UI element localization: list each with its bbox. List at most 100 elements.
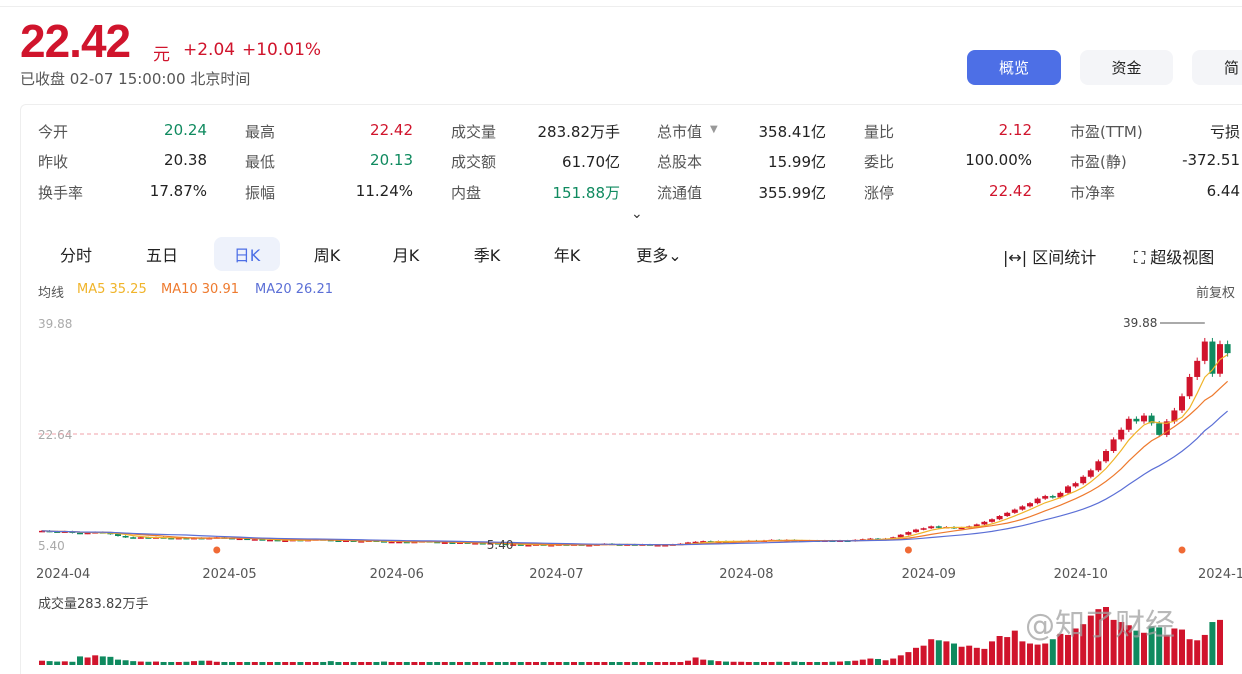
volume-bar <box>890 658 897 665</box>
period-tab[interactable]: 年K <box>553 246 581 265</box>
volume-bar <box>913 647 919 665</box>
candle <box>1186 376 1193 397</box>
period-tab[interactable]: 分时 <box>59 246 92 265</box>
ma10-line <box>41 380 1229 546</box>
volume-bar <box>1027 643 1033 665</box>
volume-bar <box>1163 634 1170 665</box>
super-view-button[interactable]: ⛶ 超级视图 <box>1134 244 1214 268</box>
expand-chevron-icon[interactable]: ⌄ <box>631 206 643 222</box>
volume-bar <box>738 661 745 665</box>
volume-bar <box>92 655 99 665</box>
volume-bar <box>875 658 881 665</box>
candle <box>175 537 182 540</box>
stat-value: 22.42 <box>370 121 413 139</box>
candle <box>1163 421 1170 435</box>
volume-bar <box>251 662 258 665</box>
volume-bar <box>571 662 577 665</box>
period-tab[interactable]: 周K <box>313 246 341 265</box>
tab-overview[interactable]: 概览 <box>967 50 1061 85</box>
volume-bar <box>206 660 213 665</box>
x-tick-label: 2024-09 <box>902 567 956 582</box>
tab-profile[interactable]: 简 <box>1192 50 1242 85</box>
event-marker-dot <box>904 546 912 554</box>
fullscreen-icon: ⛶ <box>1134 248 1146 267</box>
candle <box>1148 415 1155 424</box>
candle <box>244 538 251 541</box>
stat-value: 355.99亿 <box>758 184 827 202</box>
period-tab[interactable]: 更多⌄ <box>636 246 682 265</box>
candle <box>168 537 175 540</box>
candle <box>61 531 68 533</box>
max-price-label: 39.88 <box>1123 316 1157 330</box>
candle <box>403 541 410 544</box>
volume-bar <box>419 662 425 665</box>
tab-funds[interactable]: 资金 <box>1080 50 1173 85</box>
candle <box>115 534 121 536</box>
volume-bar <box>495 662 501 665</box>
price-change-pct: +10.01% <box>242 40 322 60</box>
quote-panel <box>20 104 1242 674</box>
period-tab[interactable]: 五日 <box>145 246 178 265</box>
period-tab[interactable]: 月K <box>392 246 420 265</box>
status-time: 02-07 15:00:00 <box>69 70 186 88</box>
volume-bar <box>1080 624 1087 665</box>
range-stats-button[interactable]: |↔| 区间统计 <box>1003 244 1096 268</box>
ma5-line <box>41 354 1228 546</box>
candle <box>282 540 289 542</box>
volume-bar <box>578 662 585 665</box>
volume-bar <box>609 662 615 665</box>
volume-bar <box>198 660 205 665</box>
candle <box>343 540 349 542</box>
stat-value: 11.24% <box>355 182 413 200</box>
volume-bar <box>267 662 273 665</box>
volume-bar <box>1110 619 1117 665</box>
volume-bar <box>973 647 980 665</box>
candle <box>122 535 129 538</box>
x-tick-label: 2024-11 <box>1198 567 1242 582</box>
volume-bar <box>700 659 707 665</box>
volume-bar <box>1042 643 1049 665</box>
stat-label: 市净率 <box>1070 184 1116 202</box>
adjust-mode-button[interactable]: 前复权 <box>1196 286 1236 301</box>
volume-bar <box>191 661 197 665</box>
volume-bar <box>1194 640 1201 665</box>
candle <box>1156 423 1163 435</box>
stat-label[interactable]: 总市值 <box>657 123 703 141</box>
candle <box>39 530 45 533</box>
volume-bar <box>365 662 372 665</box>
stat-value: 17.87% <box>149 182 207 200</box>
period-tab[interactable]: 季K <box>473 246 501 265</box>
candle <box>145 537 152 539</box>
event-marker-dot <box>213 546 221 554</box>
candle <box>1133 418 1140 422</box>
period-tab[interactable]: 日K <box>214 237 280 271</box>
stat-label: 市盈(静) <box>1070 153 1127 171</box>
stat-label: 最低 <box>245 153 276 171</box>
volume-bar <box>905 652 912 665</box>
candle <box>274 539 281 542</box>
caret-down-icon[interactable]: ▼ <box>710 124 718 135</box>
volume-bar <box>677 662 684 665</box>
volume-bar <box>510 662 517 665</box>
candle <box>1103 450 1109 462</box>
candle <box>989 519 995 522</box>
candle <box>1072 483 1079 487</box>
stat-value: 20.13 <box>370 151 413 169</box>
x-tick-label: 2024-05 <box>202 567 256 582</box>
volume-bar <box>1186 639 1193 665</box>
volume-bar <box>631 662 638 665</box>
volume-bar <box>1133 630 1140 665</box>
volume-bar <box>540 662 547 665</box>
volume-bar <box>624 662 631 665</box>
candle <box>1019 506 1026 510</box>
candle <box>434 541 441 544</box>
volume-bar <box>229 662 235 665</box>
volume-bar <box>1148 626 1155 665</box>
volume-bar <box>806 662 813 665</box>
candle <box>77 532 83 535</box>
volume-bar <box>1057 633 1064 665</box>
volume-bar <box>327 661 334 665</box>
volume-bar <box>723 661 729 665</box>
volume-bar <box>1011 630 1018 665</box>
